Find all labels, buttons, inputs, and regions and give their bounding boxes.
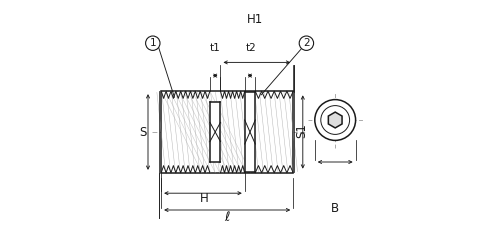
Text: S1: S1	[295, 123, 308, 138]
Polygon shape	[328, 112, 342, 128]
Text: H: H	[200, 192, 209, 204]
Circle shape	[321, 106, 350, 134]
Circle shape	[146, 36, 160, 50]
Text: S: S	[140, 126, 147, 138]
Text: t1: t1	[210, 43, 220, 53]
Text: t2: t2	[246, 43, 256, 53]
Text: 2: 2	[303, 38, 310, 48]
Bar	[210, 102, 220, 162]
Circle shape	[315, 100, 356, 140]
Circle shape	[299, 36, 314, 50]
Text: B: B	[331, 202, 340, 215]
Text: ℓ: ℓ	[224, 211, 230, 224]
Text: 1: 1	[150, 38, 156, 48]
Bar	[161, 91, 293, 173]
Bar	[244, 92, 256, 172]
Text: H1: H1	[246, 13, 263, 26]
